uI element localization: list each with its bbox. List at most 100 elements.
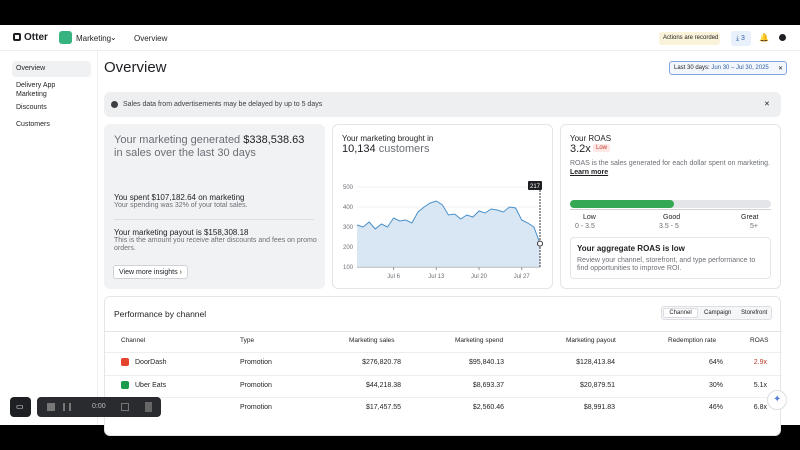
divider: [0, 50, 800, 51]
y-tick-label: 200: [343, 245, 354, 251]
stop[interactable]: [47, 403, 55, 411]
column-header: Marketing payout: [566, 337, 616, 344]
cell: $2,560.46: [472, 404, 504, 411]
cell: Promotion: [240, 404, 272, 411]
chevron[interactable]: ⌄: [110, 33, 117, 42]
cell: Promotion: [240, 359, 272, 366]
cell: 64%: [708, 359, 723, 366]
brand: Otter: [24, 32, 48, 43]
account[interactable]: [779, 34, 786, 41]
channel-name: DoorDash: [135, 359, 167, 366]
sidebar-item[interactable]: Discounts: [16, 104, 47, 111]
sidebar-item[interactable]: Customers: [16, 121, 50, 128]
tooltip: [528, 181, 542, 190]
recording-badge: Actions are recorded: [659, 32, 720, 45]
tooltip-label: 217: [530, 184, 541, 190]
column-header: Channel: [121, 337, 146, 344]
level-name: Good: [663, 214, 681, 221]
learn-more[interactable]: Learn more: [570, 169, 609, 176]
sidebar-active: [12, 61, 91, 77]
recorder-bar: 0:00: [37, 397, 161, 417]
spent-note: Your spending was 32% of your total sale…: [114, 202, 248, 209]
cell: $8,693.37: [472, 382, 504, 389]
tab[interactable]: Channel: [663, 308, 698, 318]
y-tick-label: 300: [343, 225, 354, 231]
roas-card: Your ROAS 3.2x Low ROAS is the sales gen…: [560, 124, 781, 289]
summary-card: Your marketing generated $338,538.63 in …: [104, 124, 325, 289]
advice-title: Your aggregate ROAS is low: [577, 244, 685, 253]
divider: [105, 331, 782, 332]
payout-note: This is the amount you receive after dis…: [114, 237, 317, 252]
row-divider: [105, 352, 782, 353]
cell: $8,991.83: [583, 404, 615, 411]
date-picker[interactable]: Last 30 days: Jun 30 – Jul 30, 2025 ✕: [669, 61, 787, 75]
level-name: Great: [741, 214, 759, 221]
cell: $44,218.38: [365, 382, 401, 389]
info-icon: [111, 101, 118, 108]
summary-headline: Your marketing generated $338,538.63 in …: [114, 134, 314, 160]
sidebar-item[interactable]: Overview: [16, 65, 46, 72]
cell: $128,413.84: [576, 359, 615, 366]
x-tick-label: Jul 6: [387, 274, 400, 280]
cell: Promotion: [240, 382, 272, 389]
insights-button[interactable]: View more insights ›: [113, 265, 188, 279]
row-divider: [105, 397, 782, 398]
summary-lead: Your marketing generated: [114, 134, 241, 146]
payout-title: Your marketing payout is $158,308.18: [114, 228, 249, 237]
x-tick-label: Jul 20: [471, 274, 488, 280]
y-tick-label: 400: [343, 205, 354, 211]
channel-icon: [121, 358, 129, 366]
workspace-icon[interactable]: [59, 31, 72, 44]
cell: $276,820.78: [362, 359, 401, 366]
level-range: 0 - 3.5: [575, 223, 595, 230]
hover-point: [537, 240, 543, 247]
unit: customers: [378, 143, 430, 155]
divider: [114, 219, 314, 220]
tab[interactable]: Storefront: [741, 310, 768, 316]
x-tick-label: Jul 13: [428, 274, 445, 280]
level-range: 5+: [750, 223, 758, 230]
column-header: Marketing sales: [349, 337, 395, 344]
sidebar-item[interactable]: Delivery App Marketing: [16, 82, 56, 98]
roas-track: [570, 200, 771, 208]
area: [357, 201, 540, 267]
divider: [570, 209, 771, 210]
bell[interactable]: 🔔: [759, 33, 769, 42]
workspace[interactable]: Marketing: [76, 34, 112, 43]
y-tick-label: 100: [343, 265, 354, 271]
restart[interactable]: [121, 403, 129, 411]
cell: 5.1x: [753, 382, 767, 389]
tabs: Channel Campaign Storefront: [661, 306, 772, 320]
cell: 46%: [708, 404, 723, 411]
cell: 30%: [708, 382, 723, 389]
column-header: Type: [240, 337, 255, 344]
delete[interactable]: [145, 402, 152, 412]
column-header: Marketing spend: [455, 337, 504, 344]
camera-button[interactable]: ▭: [10, 397, 31, 417]
close[interactable]: ✕: [764, 101, 770, 108]
summary-tail: in sales over the last 30 days: [114, 147, 256, 159]
roas-value: 3.2x: [570, 143, 591, 155]
cell: $17,457.55: [365, 404, 401, 411]
divider: [97, 51, 98, 425]
column-header: Redemption rate: [668, 337, 717, 344]
cell: 6.8x: [753, 404, 767, 411]
summary-amount: $338,538.63: [243, 134, 305, 146]
tab[interactable]: Campaign: [704, 310, 732, 316]
top-bar: [0, 0, 800, 25]
customers-count: 10,134 customers: [342, 143, 429, 155]
date-label: Last 30 days:: [674, 65, 710, 71]
roas-status: Low: [593, 144, 611, 152]
downloads[interactable]: ⤓ 3: [731, 31, 751, 46]
downloads-count: 3: [741, 35, 745, 42]
spent-title: You spent $107,182.64 on marketing: [114, 193, 245, 202]
level-range: 3.5 - 5: [659, 223, 679, 230]
advice-text: Review your channel, storefront, and typ…: [577, 257, 756, 272]
column-header: ROAS: [750, 337, 769, 344]
assistant[interactable]: ✦: [767, 390, 787, 410]
nav-page[interactable]: Overview: [134, 34, 168, 43]
pause[interactable]: [63, 403, 71, 411]
button-label: View more insights: [119, 269, 178, 276]
cell: 2.9x: [753, 359, 767, 366]
